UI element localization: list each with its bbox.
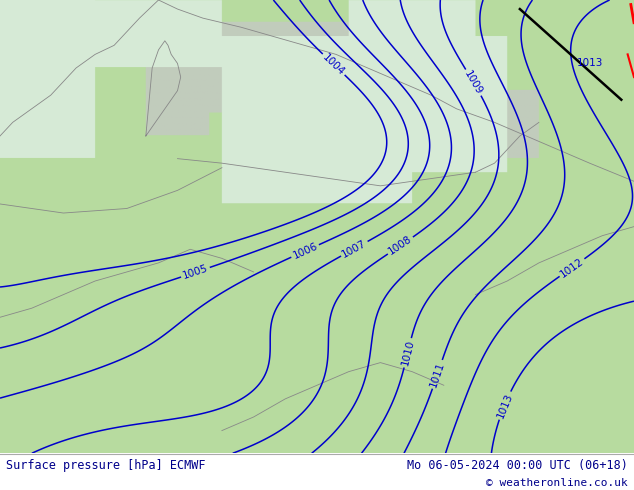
Text: 1012: 1012 (559, 256, 586, 279)
Text: 1009: 1009 (463, 69, 484, 97)
Text: Mo 06-05-2024 00:00 UTC (06+18): Mo 06-05-2024 00:00 UTC (06+18) (407, 459, 628, 471)
Text: 1006: 1006 (291, 241, 319, 261)
Text: © weatheronline.co.uk: © weatheronline.co.uk (486, 478, 628, 489)
Text: 1008: 1008 (387, 234, 414, 257)
Text: 1013: 1013 (495, 392, 514, 419)
Text: 1013: 1013 (576, 58, 603, 69)
Text: 1007: 1007 (340, 238, 368, 259)
Text: 1005: 1005 (181, 263, 209, 281)
Text: 1011: 1011 (429, 360, 446, 389)
Text: 1010: 1010 (400, 339, 416, 367)
Text: Surface pressure [hPa] ECMWF: Surface pressure [hPa] ECMWF (6, 459, 206, 471)
Text: 1004: 1004 (321, 52, 347, 77)
